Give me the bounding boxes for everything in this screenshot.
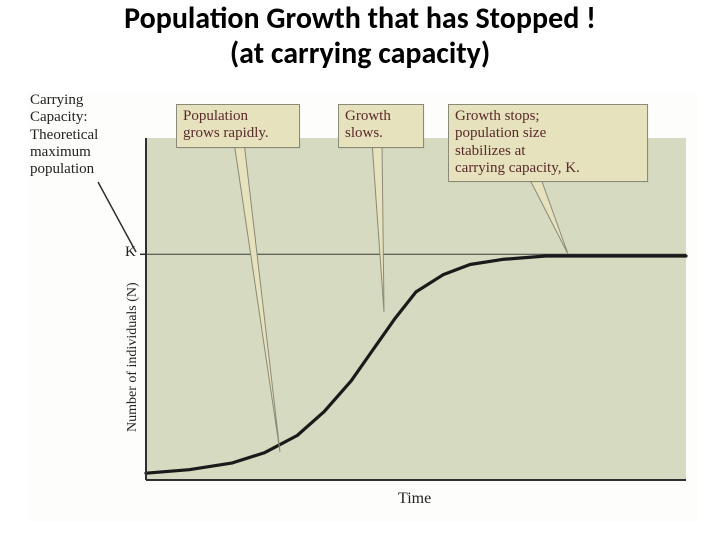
carrying-capacity-label: CarryingCapacity:Theoreticalmaximumpopul… xyxy=(30,92,98,178)
x-axis-label: Time xyxy=(398,490,431,508)
title-line-2: (at carrying capacity) xyxy=(230,35,490,72)
callout-grows-rapidly: Populationgrows rapidly. xyxy=(176,104,300,148)
slide: Population Growth that has Stopped ! (at… xyxy=(0,0,720,540)
slide-title: Population Growth that has Stopped ! (at… xyxy=(0,2,720,71)
side-label-pointer xyxy=(98,182,136,252)
plot-background xyxy=(146,138,686,480)
callout-growth-stops: Growth stops;population sizestabilizes a… xyxy=(448,104,648,182)
callout-growth-slows: Growthslows. xyxy=(338,104,424,148)
k-tick-label: K xyxy=(125,244,136,261)
y-axis-label: Number of individuals (N) xyxy=(125,282,141,432)
figure: CarryingCapacity:Theoreticalmaximumpopul… xyxy=(28,92,698,522)
title-line-1: Population Growth that has Stopped ! xyxy=(124,0,596,37)
